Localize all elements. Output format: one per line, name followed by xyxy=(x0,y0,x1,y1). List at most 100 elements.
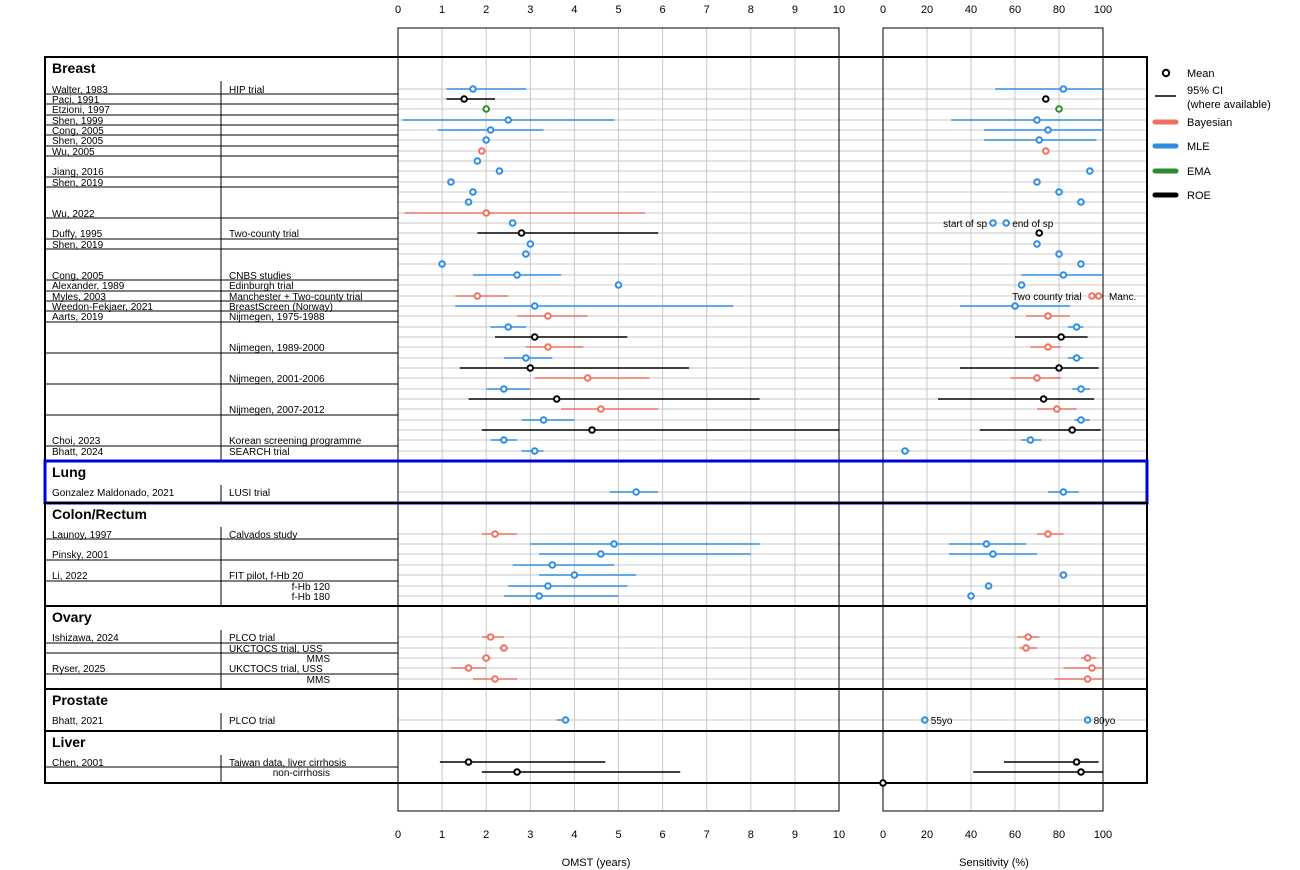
sensitivity-tick-label-bottom: 40 xyxy=(965,829,977,841)
sensitivity-tick-label-top: 40 xyxy=(965,4,977,16)
section-box xyxy=(44,730,1148,784)
sensitivity-tick-label-top: 60 xyxy=(1009,4,1021,16)
legend-mean-marker xyxy=(1161,68,1171,78)
study-label: Myles, 2003 xyxy=(52,292,106,303)
annotation-label: start of sp xyxy=(943,219,987,230)
dataset-label: UKCTOCS trial, USS xyxy=(229,664,323,675)
omst-mean-marker xyxy=(469,188,477,196)
sensitivity-mean-marker xyxy=(1086,167,1094,175)
dataset-label: PLCO trial xyxy=(229,633,275,644)
annotation-label: Manc. xyxy=(1109,292,1136,303)
study-label: Cong, 2005 xyxy=(52,126,104,137)
dataset-label: PLCO trial xyxy=(229,716,275,727)
omst-mean-marker xyxy=(438,260,446,268)
section-box xyxy=(43,459,1149,505)
dataset-label: Nijmegen, 1975-1988 xyxy=(229,312,325,323)
study-label: Choi, 2023 xyxy=(52,436,101,447)
omst-tick-label-top: 2 xyxy=(483,4,489,16)
sensitivity-mean-marker xyxy=(901,447,909,455)
sensitivity-mean-marker xyxy=(1055,364,1063,372)
dataset-label: FIT pilot, f-Hb 20 xyxy=(229,571,304,582)
legend-roe-label: ROE xyxy=(1187,190,1211,202)
annotation-label: 55yo xyxy=(931,716,953,727)
omst-mean-marker xyxy=(530,302,539,310)
omst-mean-marker xyxy=(522,250,530,258)
dataset-label: LUSI trial xyxy=(229,488,270,499)
study-label: Shen, 1999 xyxy=(52,116,104,127)
omst-mean-marker xyxy=(552,395,561,403)
legend-ci-label: 95% CI xyxy=(1187,85,1223,97)
section-box xyxy=(44,688,1148,732)
omst-mean-marker xyxy=(597,550,605,558)
legend-mle-label: MLE xyxy=(1187,141,1210,153)
omst-mean-marker xyxy=(530,447,539,455)
sensitivity-mean-marker xyxy=(1059,271,1068,279)
panel-frames xyxy=(397,27,1104,812)
sensitivity-mean-marker xyxy=(1059,571,1068,579)
omst-tick-label-top: 9 xyxy=(792,4,798,16)
dataset-label: Nijmegen, 2001-2006 xyxy=(229,374,325,385)
omst-mean-marker xyxy=(447,178,455,186)
sensitivity-tick-label-top: 0 xyxy=(880,4,886,16)
omst-mean-marker xyxy=(473,292,482,300)
sensitivity-mean-marker xyxy=(1057,333,1065,341)
sensitivity-mean-marker xyxy=(1088,292,1096,300)
omst-tick-label-bottom: 5 xyxy=(615,829,621,841)
sensitivity-mean-marker xyxy=(1042,95,1050,103)
study-label: Launoy, 1997 xyxy=(52,530,112,541)
legend-ci-label-2: (where available) xyxy=(1187,99,1271,111)
sensitivity-mean-marker xyxy=(1088,664,1096,672)
section-title: Prostate xyxy=(52,692,108,708)
omst-mean-marker xyxy=(526,364,535,372)
dataset-label: BreastScreen (Norway) xyxy=(229,302,333,313)
omst-mean-marker xyxy=(530,333,539,341)
sensitivity-mean-marker xyxy=(1033,240,1041,248)
study-label: Weedon-Fekjaer, 2021 xyxy=(52,302,153,313)
omst-mean-marker xyxy=(500,644,508,652)
sensitivity-mean-marker xyxy=(1053,405,1061,413)
study-label: Alexander, 1989 xyxy=(52,281,125,292)
dataset-label: Manchester + Two-county trial xyxy=(229,292,363,303)
omst-tick-label-top: 10 xyxy=(833,4,845,16)
omst-mean-marker xyxy=(544,343,552,351)
dataset-label: Calvados study xyxy=(229,530,297,541)
omst-mean-marker xyxy=(469,85,477,93)
sensitivity-mean-marker xyxy=(1011,302,1019,310)
omst-mean-marker xyxy=(544,582,552,590)
omst-tick-label-top: 8 xyxy=(748,4,754,16)
omst-mean-marker xyxy=(570,571,579,579)
sensitivity-mean-marker xyxy=(1044,312,1052,320)
omst-mean-marker xyxy=(610,540,618,548)
dataset-label: Korean screening programme xyxy=(229,436,362,447)
sensitivity-mean-marker xyxy=(1083,654,1092,662)
sensitivity-tick-label-bottom: 0 xyxy=(880,829,886,841)
section-title: Lung xyxy=(52,464,86,480)
sensitivity-mean-marker xyxy=(1042,147,1050,155)
sensitivity-mean-marker xyxy=(967,592,975,600)
sensitivity-tick-label-top: 100 xyxy=(1094,4,1112,16)
sensitivity-mean-marker xyxy=(1059,85,1068,93)
sensitivity-tick-label-bottom: 60 xyxy=(1009,829,1021,841)
sensitivity-mean-marker xyxy=(1039,395,1048,403)
dataset-label: SEARCH trial xyxy=(229,447,290,458)
sensitivity-mean-marker xyxy=(1072,758,1081,766)
omst-mean-marker xyxy=(504,116,513,124)
omst-mean-marker xyxy=(482,209,491,217)
legend: Mean 95% CI (where available) Bayesian M… xyxy=(1152,68,1271,202)
omst-mean-marker xyxy=(517,229,526,237)
sensitivity-mean-marker xyxy=(984,582,993,590)
legend-ema-label: EMA xyxy=(1187,166,1212,178)
sensitivity-mean-marker xyxy=(1072,323,1081,331)
sensitivity-mean-marker xyxy=(1077,198,1085,206)
sensitivity-panel-frame xyxy=(882,27,1104,812)
sensitivity-mean-marker xyxy=(1055,105,1063,113)
dataset-label: Nijmegen, 1989-2000 xyxy=(229,343,325,354)
omst-tick-label-bottom: 9 xyxy=(792,829,798,841)
axis-layer: OMST (years) Sensitivity (%) 0 0 1 1 2 2 3 3 4 4 5… xyxy=(395,4,1112,869)
omst-mean-marker xyxy=(464,198,473,206)
study-label: Shen, 2005 xyxy=(52,136,104,147)
omst-mean-marker xyxy=(548,561,557,569)
section-title: Ovary xyxy=(52,609,92,625)
omst-mean-marker xyxy=(583,374,592,382)
omst-mean-marker xyxy=(597,405,605,413)
